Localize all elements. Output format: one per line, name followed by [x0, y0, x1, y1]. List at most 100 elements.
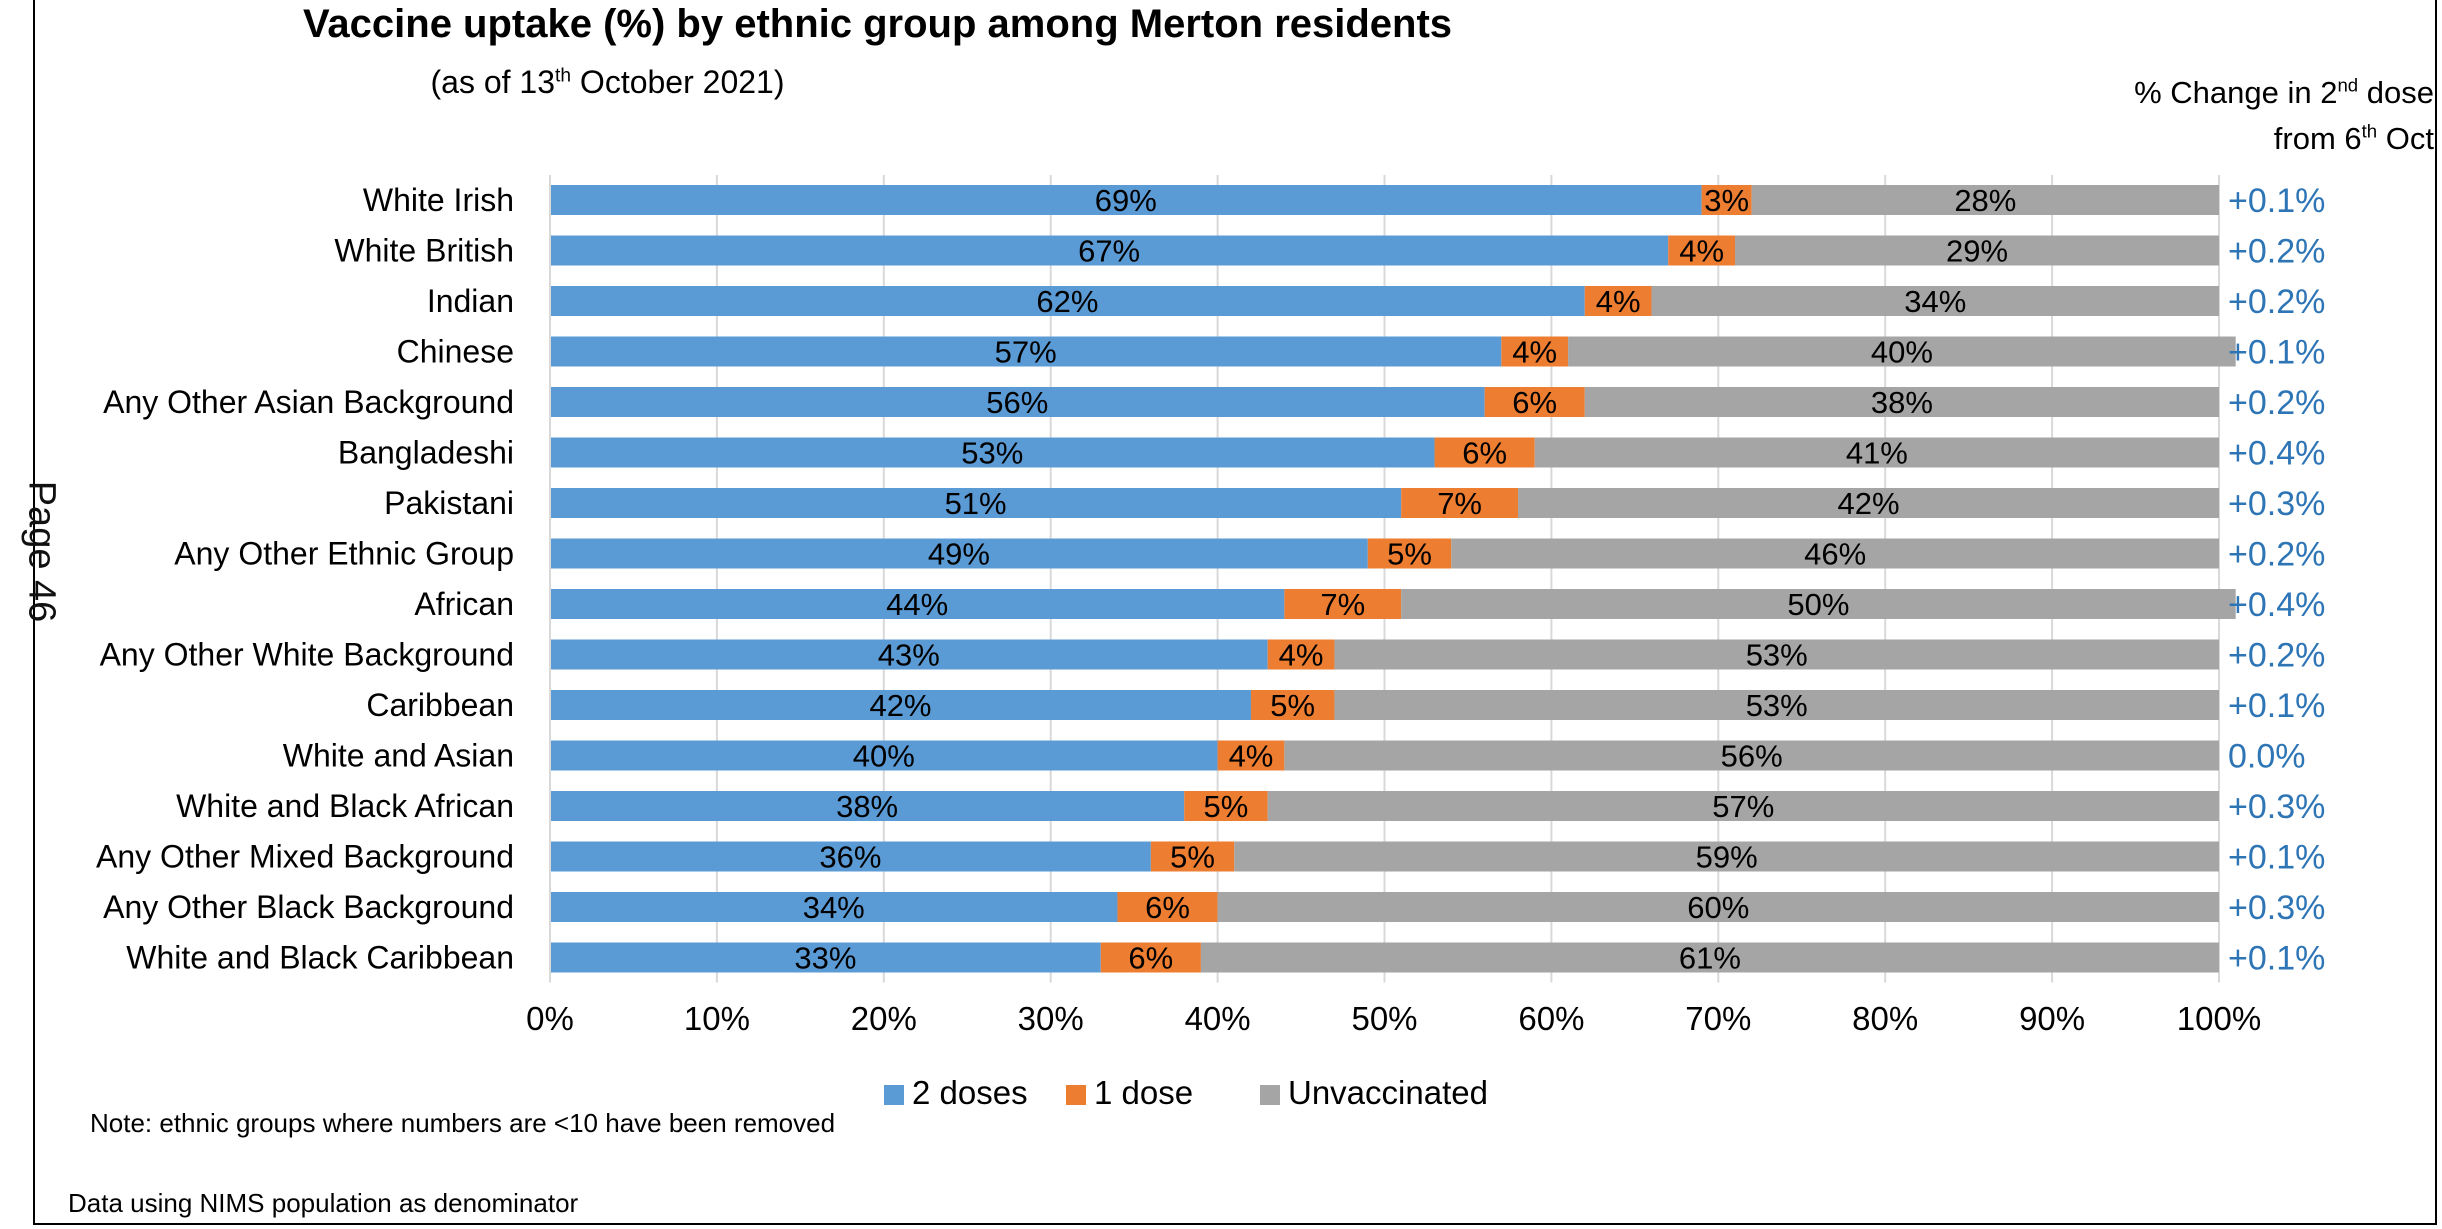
bar-segment: [1334, 690, 2219, 720]
x-tick-label: 20%: [851, 1000, 917, 1037]
bar-segment: [550, 841, 1151, 872]
bar-segment: [550, 437, 1435, 468]
data-label: 6%: [1462, 436, 1507, 471]
x-tick-label: 70%: [1685, 1000, 1751, 1037]
bar-segment: [1217, 740, 1285, 771]
x-tick-label: 80%: [1852, 1000, 1918, 1037]
category-label: Chinese: [397, 334, 514, 370]
data-label: 53%: [1746, 688, 1808, 723]
x-tick-label: 50%: [1351, 1000, 1417, 1037]
bar-segment: [1234, 841, 2219, 872]
bar-segment: [550, 690, 1251, 720]
change-header-line-1-superscript: nd: [2337, 74, 2359, 96]
bar-segment: [550, 488, 1402, 518]
category-label: Caribbean: [366, 687, 514, 723]
data-label: 49%: [928, 537, 990, 572]
data-label: 50%: [1787, 587, 1849, 622]
data-label: 41%: [1846, 436, 1908, 471]
bar-segment: [550, 538, 1368, 569]
bar-segment: [550, 336, 1502, 367]
bar-segment: [550, 791, 1185, 821]
data-label: 29%: [1946, 234, 2008, 269]
category-label: White British: [334, 233, 514, 269]
data-label: 6%: [1128, 941, 1173, 976]
data-label: 3%: [1704, 183, 1749, 218]
change-value: +0.1%: [2228, 182, 2325, 220]
category-label: Pakistani: [384, 485, 514, 521]
data-label: 42%: [1837, 486, 1899, 521]
bar-segment: [1518, 488, 2219, 518]
change-value: +0.1%: [2228, 334, 2325, 372]
x-tick-label: 0%: [526, 1000, 574, 1037]
bar-segment: [1568, 336, 2236, 367]
bar-segment: [1401, 488, 1519, 518]
change-value: +0.3%: [2228, 485, 2325, 523]
legend-label: Unvaccinated: [1288, 1074, 1488, 1111]
bar-segment: [550, 892, 1118, 922]
data-label: 61%: [1679, 941, 1741, 976]
change-value: +0.2%: [2228, 637, 2325, 675]
bar-segment: [550, 286, 1585, 316]
bar-segment: [1150, 841, 1235, 872]
chart-title: Vaccine uptake (%) by ethnic group among…: [302, 2, 1453, 46]
change-value: +0.3%: [2228, 889, 2325, 927]
data-label: 43%: [878, 638, 940, 673]
data-label: 6%: [1512, 385, 1557, 420]
legend-swatch: [884, 1085, 904, 1105]
data-label: 28%: [1954, 183, 2016, 218]
change-value: +0.4%: [2228, 586, 2325, 624]
change-value: +0.1%: [2228, 687, 2325, 725]
chart-subtitle: (as of 13th October 2021): [0, 64, 1215, 101]
bar-segment: [1367, 538, 1452, 569]
bar-segment: [1484, 387, 1585, 417]
change-header-line-1-end: dose: [2358, 75, 2434, 110]
category-label: Any Other Mixed Background: [96, 839, 514, 875]
change-header-line-2-superscript: th: [2361, 120, 2378, 142]
data-label: 36%: [819, 840, 881, 875]
category-label: Any Other White Background: [100, 637, 514, 673]
subtitle-superscript: th: [555, 65, 572, 87]
change-value: +0.1%: [2228, 839, 2325, 877]
data-label: 40%: [1871, 335, 1933, 370]
data-label: 34%: [803, 890, 865, 925]
data-label: 38%: [836, 789, 898, 824]
data-label: 38%: [1871, 385, 1933, 420]
bar-segment: [550, 235, 1669, 266]
data-label: 4%: [1679, 234, 1724, 269]
x-tick-label: 60%: [1518, 1000, 1584, 1037]
data-label: 42%: [869, 688, 931, 723]
data-label: 67%: [1078, 234, 1140, 269]
data-label: 51%: [945, 486, 1007, 521]
data-label: 5%: [1387, 537, 1432, 572]
bar-segment: [1284, 589, 1402, 619]
legend-swatch: [1260, 1085, 1280, 1105]
change-value: +0.2%: [2228, 536, 2325, 574]
category-label: Any Other Asian Background: [103, 384, 514, 420]
category-label: White and Black African: [176, 788, 514, 824]
data-label: 56%: [986, 385, 1048, 420]
bar-segment: [1451, 538, 2219, 569]
data-label: 57%: [995, 335, 1057, 370]
change-value: +0.3%: [2228, 788, 2325, 826]
data-label: 7%: [1437, 486, 1482, 521]
category-label: Indian: [427, 283, 514, 319]
bar-segment: [550, 387, 1485, 417]
data-label: 57%: [1712, 789, 1774, 824]
data-label: 59%: [1696, 840, 1758, 875]
bar-segment: [1250, 690, 1335, 720]
data-label: 4%: [1279, 638, 1324, 673]
category-label: White and Black Caribbean: [126, 940, 514, 976]
change-header-line-2-end: Oct: [2377, 121, 2434, 156]
bar-segment: [1751, 185, 2219, 215]
bar-segment: [1334, 639, 2219, 670]
data-label: 62%: [1036, 284, 1098, 319]
chart-frame: [33, 0, 2437, 1225]
bar-segment: [1668, 235, 1735, 266]
data-label: 5%: [1204, 789, 1249, 824]
x-tick-label: 100%: [2177, 1000, 2261, 1037]
category-label: White Irish: [363, 182, 514, 218]
x-tick-label: 30%: [1018, 1000, 1084, 1037]
category-label: White and Asian: [283, 738, 514, 774]
data-label: 53%: [961, 436, 1023, 471]
